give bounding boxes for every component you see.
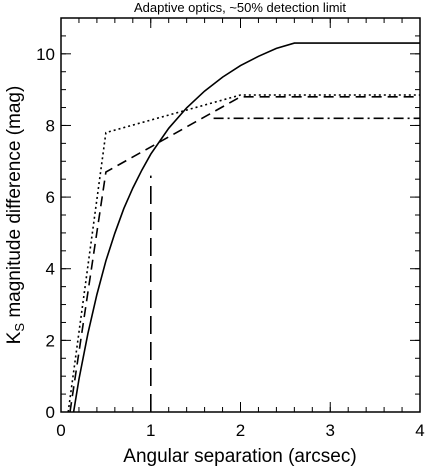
- y-axis-label-base: K: [4, 331, 25, 344]
- y-tick-label-10: 10: [36, 45, 55, 64]
- y-tick-label-6: 6: [46, 188, 55, 207]
- x-axis-label: Angular separation (arcsec): [123, 446, 356, 467]
- x-tick-label-1: 1: [146, 421, 155, 440]
- y-tick-label-4: 4: [46, 260, 55, 279]
- x-tick-label-3: 3: [326, 421, 335, 440]
- series-line-dotted: [67, 94, 420, 413]
- data-series: [67, 42, 420, 413]
- y-tick-label-8: 8: [46, 116, 55, 135]
- series-line-solid: [72, 42, 420, 413]
- y-axis-label-subscript: S: [12, 323, 27, 332]
- x-tick-label-4: 4: [415, 421, 424, 440]
- x-tick-label-0: 0: [56, 421, 65, 440]
- y-tick-label-0: 0: [46, 403, 55, 422]
- plot-frame: [60, 17, 421, 413]
- chart-title: Adaptive optics, ~50% detection limit: [134, 0, 346, 15]
- series-line-dashed: [69, 96, 420, 413]
- axis-ticks: 0 1 2 3 4 0 2 4 6 8 10: [36, 17, 425, 440]
- y-axis-label: KS magnitude difference (mag): [4, 86, 27, 345]
- y-tick-label-2: 2: [46, 331, 55, 350]
- x-tick-label-2: 2: [236, 421, 245, 440]
- y-axis-label-rest: magnitude difference (mag): [4, 86, 25, 323]
